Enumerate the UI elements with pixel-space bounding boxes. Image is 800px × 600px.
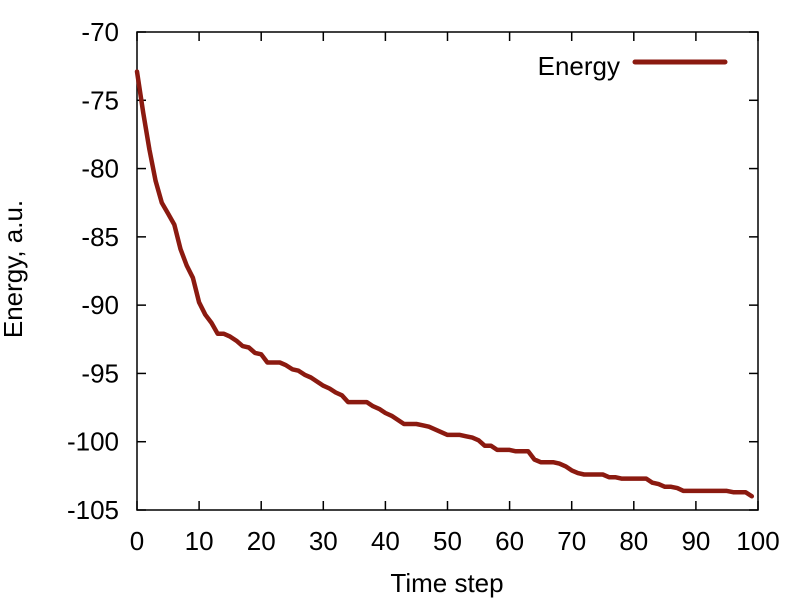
x-tick-label: 30 bbox=[309, 526, 338, 556]
series-line-energy bbox=[134, 69, 755, 499]
x-tick-label: 10 bbox=[185, 526, 214, 556]
legend: Energy bbox=[538, 51, 728, 81]
x-tick-label: 0 bbox=[130, 526, 144, 556]
x-axis-title: Time step bbox=[390, 568, 503, 598]
y-tick-label: -80 bbox=[81, 154, 119, 184]
x-tick-label: 40 bbox=[371, 526, 400, 556]
legend-label-energy: Energy bbox=[538, 51, 620, 81]
y-tick-label: -95 bbox=[81, 358, 119, 388]
y-tick-label: -105 bbox=[67, 495, 119, 525]
series-layer bbox=[134, 69, 755, 499]
x-tick-label: 60 bbox=[495, 526, 524, 556]
x-tick-label: 90 bbox=[681, 526, 710, 556]
tick-marks bbox=[136, 31, 759, 511]
x-tick-label: 20 bbox=[247, 526, 276, 556]
y-axis-title: Energy, a.u. bbox=[0, 200, 28, 338]
y-tick-label: -75 bbox=[81, 85, 119, 115]
axis-frame bbox=[136, 31, 759, 511]
y-tick-label: -85 bbox=[81, 222, 119, 252]
tick-labels: 0 10 20 30 40 50 60 70 80 90 100 -70 -75 -80 -85 -90 -95… bbox=[67, 17, 780, 556]
x-tick-label: 50 bbox=[433, 526, 462, 556]
x-tick-label: 70 bbox=[557, 526, 586, 556]
x-tick-label: 80 bbox=[619, 526, 648, 556]
plot-frame bbox=[136, 31, 759, 511]
y-tick-label: -70 bbox=[81, 17, 119, 47]
x-tick-label: 100 bbox=[736, 526, 779, 556]
y-tick-label: -100 bbox=[67, 427, 119, 457]
y-tick-label: -90 bbox=[81, 290, 119, 320]
